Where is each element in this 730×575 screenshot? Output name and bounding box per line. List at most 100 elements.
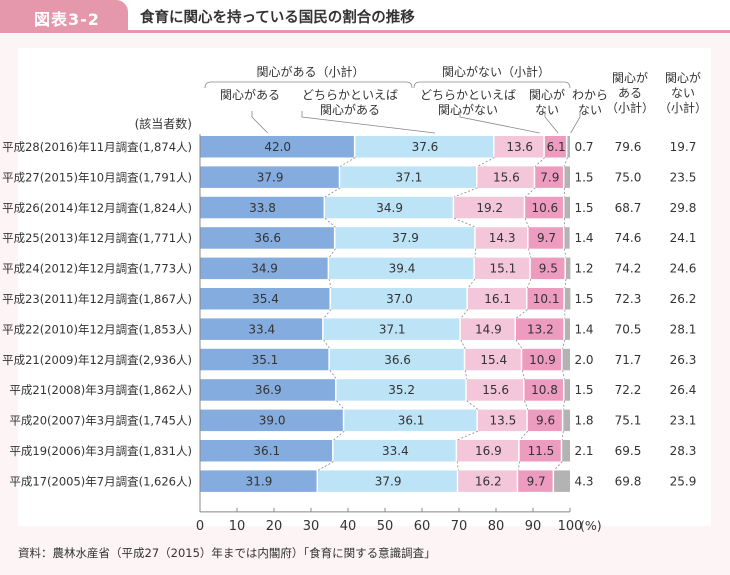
connector-line [317, 461, 334, 471]
x-tick-label: 10 [229, 519, 246, 534]
subtotal-interested-value: 72.2 [615, 383, 642, 397]
connector-line [460, 339, 466, 349]
x-tick-label: 90 [525, 519, 542, 534]
bar-value-label: 36.1 [253, 444, 280, 458]
bar-value-label: 9.6 [536, 414, 555, 428]
bar-segment [519, 440, 561, 462]
bar-segment [465, 348, 521, 371]
header-leader-line [544, 111, 559, 134]
bar-segment [200, 318, 323, 340]
bar-segment [528, 227, 563, 249]
bar-value-label: 11.5 [528, 444, 555, 458]
bar-segment [527, 409, 562, 432]
subtotal-interested-value: 79.6 [615, 140, 642, 154]
bar-segment [524, 379, 563, 401]
dont-know-value: 1.2 [574, 262, 593, 276]
bar-value-label: 10.9 [529, 353, 556, 367]
bar-segment [544, 136, 566, 158]
bar-segment [200, 440, 333, 462]
dont-know-value: 1.8 [574, 414, 593, 428]
connector-line [515, 339, 523, 350]
bar-segment [323, 318, 460, 340]
bar-value-label: 10.6 [531, 201, 558, 215]
subtotal-header-label: 関心が [665, 70, 701, 85]
connector-line [333, 430, 345, 441]
connector-line [467, 278, 476, 289]
bar-segment [564, 227, 570, 249]
connector-line [323, 309, 332, 319]
category-label: 平成26(2014)年12月調査(1,824人) [2, 201, 192, 215]
bar-segment [467, 288, 526, 310]
connector-line [336, 400, 345, 410]
x-tick-label: 50 [377, 519, 394, 534]
header-leader-line [459, 111, 540, 134]
subtotal-interested-value: 75.1 [615, 414, 642, 428]
bar-value-label: 35.4 [252, 292, 279, 306]
bar-segment [522, 348, 562, 371]
connector-line [329, 370, 337, 380]
subtotal-not-interested-value: 29.8 [670, 201, 697, 215]
connector-line [454, 187, 478, 198]
connector-line [562, 370, 565, 380]
bar-segment [200, 166, 339, 188]
subtotal-header-label: （小計） [659, 100, 707, 115]
subtotal-interested-value: 75.0 [615, 170, 642, 184]
bar-value-label: 33.4 [248, 322, 275, 336]
connector-line [524, 218, 529, 228]
bar-segment [200, 470, 317, 492]
connector-line [524, 400, 529, 410]
subtotal-interested-value: 68.7 [615, 201, 642, 215]
group-bracket-interested [204, 81, 413, 89]
category-label: 平成19(2006)年3月調査(1,831人) [9, 444, 192, 458]
dont-know-value: 1.4 [574, 231, 593, 245]
bar-value-label: 36.6 [384, 353, 411, 367]
bar-segment [565, 257, 571, 280]
bar-value-label: 9.7 [537, 231, 556, 245]
bar-segment [518, 470, 553, 492]
bar-value-label: 15.6 [493, 170, 520, 184]
bar-segment [200, 288, 330, 310]
connector-line [527, 278, 532, 289]
bar-value-label: 6.1 [547, 140, 566, 154]
bar-segment [329, 348, 464, 371]
subtotal-interested-value: 74.2 [615, 262, 642, 276]
connector-line [562, 339, 566, 349]
x-tick-label: 20 [266, 519, 283, 534]
connector-line [477, 157, 495, 167]
bar-segment [563, 409, 570, 432]
bar-segment [460, 318, 515, 340]
bar-value-label: 37.9 [257, 170, 284, 184]
connector-line [517, 461, 521, 471]
bar-value-label: 36.1 [398, 414, 425, 428]
bar-value-label: 31.9 [246, 474, 273, 488]
subtotal-not-interested-value: 23.1 [670, 414, 697, 428]
bar-value-label: 37.9 [375, 474, 402, 488]
category-label: 平成27(2015)年10月調査(1,791人) [2, 170, 192, 184]
bar-value-label: 36.6 [254, 231, 281, 245]
subtotal-not-interested-value: 28.3 [670, 444, 697, 458]
category-label: 平成21(2008)年3月調査(1,862人) [9, 383, 192, 397]
subtotal-not-interested-value: 28.1 [670, 322, 697, 336]
dont-know-value: 1.5 [574, 170, 593, 184]
title-bar: 図表3-2 食育に関心を持っている国民の割合の推移 [0, 0, 730, 34]
group-header-not-interested: 関心がない（小計） [442, 64, 550, 79]
dont-know-value: 0.7 [574, 140, 593, 154]
x-tick-label: 0 [196, 519, 204, 534]
bar-segment [527, 288, 564, 310]
figure-label: 図表3-2 [34, 10, 100, 29]
bar-value-label: 37.9 [392, 231, 419, 245]
chart-title: 食育に関心を持っている国民の割合の推移 [140, 10, 415, 26]
subtotal-not-interested-value: 26.4 [670, 383, 697, 397]
header-leader-line [301, 111, 436, 134]
bar-value-label: 9.5 [539, 262, 558, 276]
bar-value-label: 35.1 [252, 353, 279, 367]
y-axis-label: (該当者数) [135, 116, 192, 131]
bar-segment [530, 257, 565, 280]
bar-value-label: 42.0 [264, 140, 291, 154]
bar-segment [564, 379, 570, 401]
connector-line [528, 248, 532, 258]
subtotal-not-interested-value: 24.6 [670, 262, 697, 276]
connector-line [328, 279, 332, 289]
connector-line [323, 339, 331, 350]
bar-segment [200, 196, 324, 219]
